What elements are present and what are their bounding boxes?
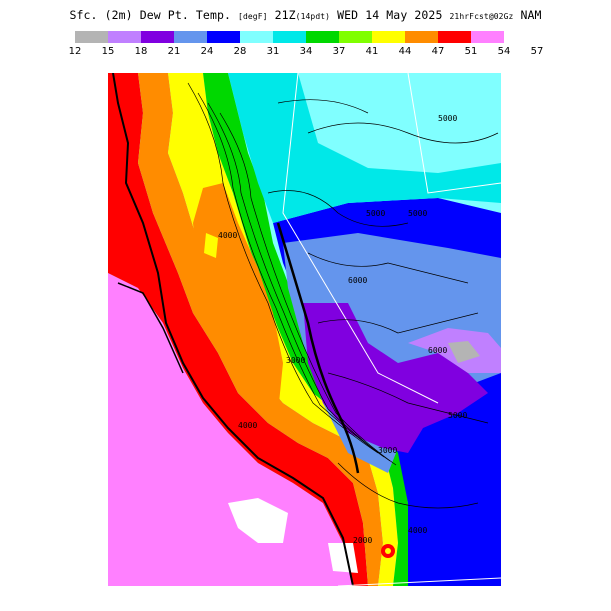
driest-spot	[448, 341, 480, 363]
legend-tick-label: 12	[68, 46, 82, 57]
legend-swatch	[207, 31, 240, 43]
valley-spot	[204, 233, 218, 258]
legend-swatch	[141, 31, 174, 43]
contour-label: 5000	[408, 209, 427, 218]
ocean-region	[108, 273, 353, 586]
north-light	[298, 73, 501, 173]
legend-tick-label: 18	[134, 46, 148, 57]
contour-label: 5000	[448, 411, 467, 420]
legend-tick-label: 51	[464, 46, 478, 57]
legend-tick-label: 24	[200, 46, 214, 57]
dry-purple	[303, 303, 488, 453]
title-date: WED 14 May 2025	[337, 8, 443, 22]
legend-tick-label: 31	[266, 46, 280, 57]
legend-tick-label: 21	[167, 46, 181, 57]
foothill-zone	[138, 73, 383, 586]
contour-label: 3000	[286, 356, 305, 365]
contour-label: 4000	[238, 421, 257, 430]
contour-label: 4000	[218, 231, 237, 240]
island-land	[228, 498, 288, 543]
legend-tick-label: 47	[431, 46, 445, 57]
legend-tick-label: 44	[398, 46, 412, 57]
legend-tick-label: 57	[530, 46, 544, 57]
island-land-2	[328, 543, 358, 573]
border-mexico	[337, 577, 501, 586]
title-run: 21hrFcst@02Gz	[449, 12, 514, 21]
map-canvas: 5000 5000 5000 6000 6000 4000 3000 4000 …	[108, 73, 501, 586]
coast-outline	[117, 282, 184, 374]
legend-swatch	[339, 31, 372, 43]
title-field: Sfc. (2m) Dew Pt. Temp.	[69, 8, 232, 22]
contour-label-group: 5000 5000 5000 6000 6000 4000 3000 4000 …	[218, 114, 467, 545]
state-boundary-ca-nv	[282, 73, 439, 404]
coastline	[112, 73, 354, 586]
legend-tick-label: 54	[497, 46, 511, 57]
chart-title: Sfc. (2m) Dew Pt. Temp. [degF] 21Z(14pdt…	[0, 8, 611, 22]
contour-label: 4000	[408, 526, 427, 535]
legend-tick-label: 41	[365, 46, 379, 57]
dewpoint-map: 5000 5000 5000 6000 6000 4000 3000 4000 …	[108, 73, 501, 586]
contour-label: 5000	[366, 209, 385, 218]
state-boundary-nv-ut	[407, 73, 501, 194]
contour-label: 5000	[438, 114, 457, 123]
contour-lines	[187, 82, 499, 509]
legend-swatch	[438, 31, 471, 43]
title-local-time: (14pdt)	[295, 12, 331, 21]
legend-swatch	[108, 31, 141, 43]
legend-swatch	[471, 31, 504, 43]
title-model: NAM	[520, 8, 542, 22]
coastal-zone	[108, 73, 368, 586]
legend-tick-label: 34	[299, 46, 313, 57]
legend-swatch	[240, 31, 273, 43]
legend-tick-label: 28	[233, 46, 247, 57]
legend-swatch	[405, 31, 438, 43]
contour-label: 2000	[353, 536, 372, 545]
legend-swatch	[273, 31, 306, 43]
contour-label: 6000	[428, 346, 447, 355]
sierra-crest	[276, 222, 360, 474]
legend-swatch	[306, 31, 339, 43]
contour-label: 3000	[378, 446, 397, 455]
legend-swatch	[372, 31, 405, 43]
legend-tick-label: 15	[101, 46, 115, 57]
legend-swatch	[174, 31, 207, 43]
bullseye-center	[385, 548, 391, 554]
title-valid-time: 21Z	[274, 8, 296, 22]
color-legend: 12 15 18 21 24 28 31 34 37 41 44 47 51 54 57	[69, 31, 543, 61]
title-units: [degF]	[238, 12, 268, 21]
contour-label: 6000	[348, 276, 367, 285]
legend-tick-label: 37	[332, 46, 346, 57]
legend-swatch	[75, 31, 108, 43]
